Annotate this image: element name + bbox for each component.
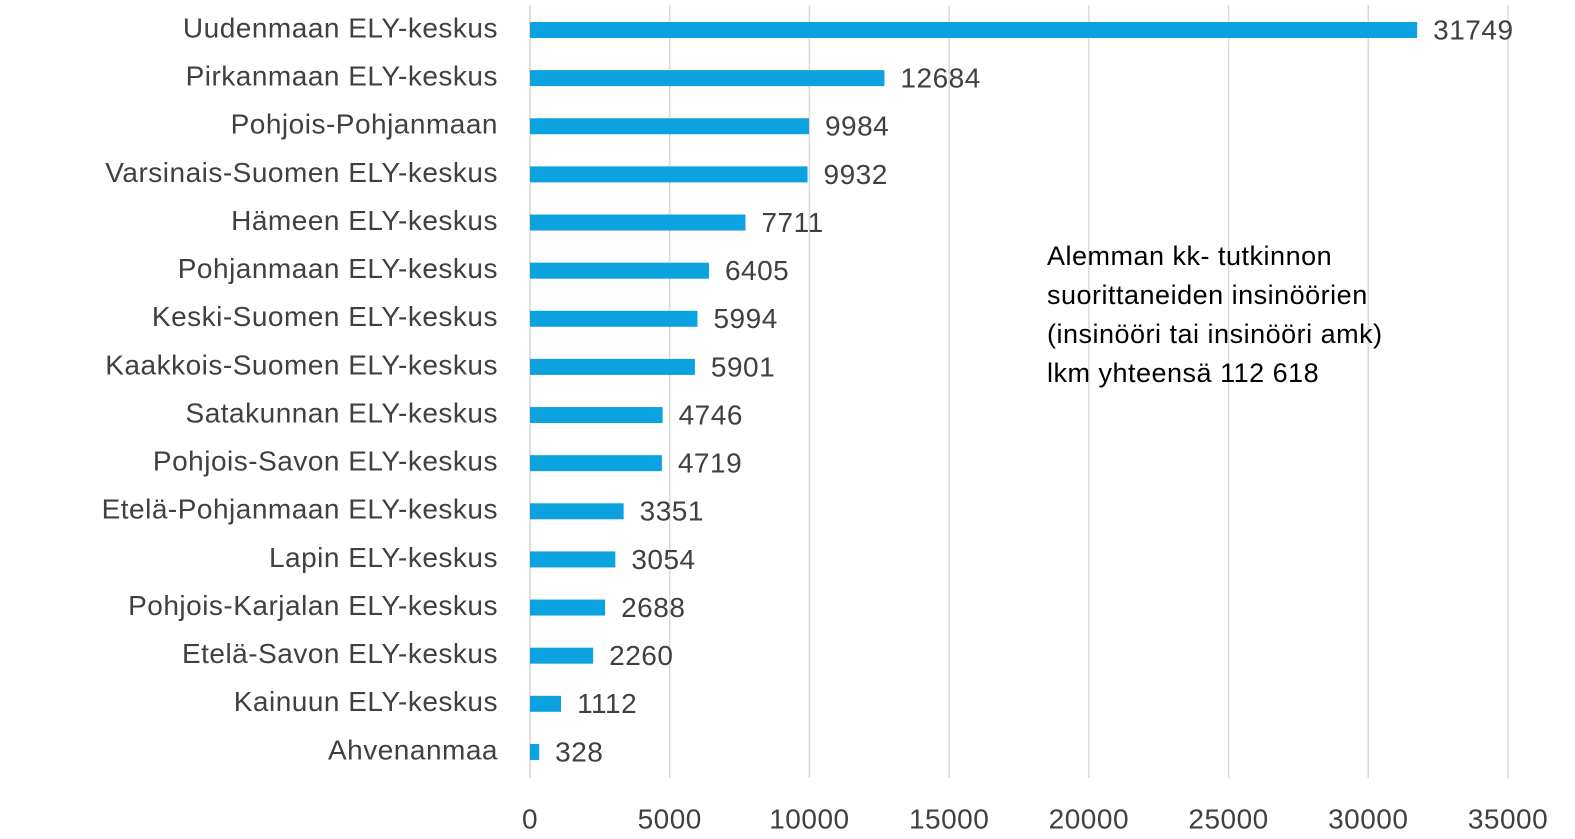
annotation: suorittaneiden insinöörien (1047, 280, 1368, 310)
data-label: 6405 (725, 255, 789, 286)
data-label: 4719 (678, 448, 742, 479)
y-tick-label: Kainuun ELY-keskus (234, 686, 498, 717)
y-tick-label: Lapin ELY-keskus (269, 542, 498, 573)
data-label: 4746 (679, 399, 743, 430)
y-tick-label: Pohjois-Karjalan ELY-keskus (128, 590, 498, 621)
x-tick-label: 35000 (1468, 803, 1548, 834)
bar (530, 310, 698, 327)
y-tick-label: Uudenmaan ELY-keskus (183, 12, 498, 43)
bar (530, 647, 594, 664)
data-label: 1112 (577, 688, 637, 719)
data-label: 9932 (824, 159, 888, 190)
y-tick-label: Ahvenanmaa (328, 734, 498, 765)
data-label: 5994 (713, 303, 777, 334)
bar (530, 503, 624, 520)
data-label: 7711 (761, 207, 823, 238)
data-label: 12684 (900, 63, 980, 94)
y-tick-label: Pohjois-Pohjanmaan (231, 109, 498, 140)
x-tick-label: 20000 (1049, 803, 1129, 834)
annotation: (insinööri tai insinööri amk) (1047, 319, 1383, 349)
data-label: 3351 (640, 496, 704, 527)
y-tick-label: Hämeen ELY-keskus (231, 205, 498, 236)
annotation: lkm yhteensä 112 618 (1047, 358, 1319, 388)
bar (530, 262, 709, 279)
bar (530, 118, 809, 135)
data-label: 2260 (609, 640, 673, 671)
x-tick-label: 5000 (638, 803, 702, 834)
y-tick-label: Keski-Suomen ELY-keskus (152, 301, 498, 332)
bar (530, 455, 662, 472)
data-label: 328 (555, 736, 603, 767)
y-tick-label: Varsinais-Suomen ELY-keskus (105, 157, 498, 188)
bar (530, 599, 606, 616)
data-label: 9984 (825, 111, 889, 142)
data-label: 31749 (1433, 14, 1513, 45)
bar (530, 407, 663, 424)
bar (530, 70, 885, 87)
bar (530, 214, 746, 231)
data-label: 3054 (631, 544, 695, 575)
data-label: 2688 (621, 592, 685, 623)
y-tick-label: Etelä-Pohjanmaan ELY-keskus (102, 494, 498, 525)
x-tick-label: 0 (522, 803, 538, 834)
y-tick-label: Satakunnan ELY-keskus (186, 397, 498, 428)
bar (530, 358, 695, 375)
bar (530, 743, 540, 760)
bar (530, 551, 616, 568)
bar (530, 166, 808, 183)
bar (530, 22, 1418, 38)
bar (530, 695, 562, 712)
y-tick-label: Pirkanmaan ELY-keskus (186, 61, 498, 92)
x-tick-label: 15000 (909, 803, 989, 834)
y-tick-label: Kaakkois-Suomen ELY-keskus (105, 349, 498, 380)
x-tick-label: 30000 (1328, 803, 1408, 834)
data-label: 5901 (711, 351, 775, 382)
y-tick-label: Pohjois-Savon ELY-keskus (153, 446, 498, 477)
x-tick-label: 25000 (1188, 803, 1268, 834)
x-tick-label: 10000 (769, 803, 849, 834)
annotation: Alemman kk- tutkinnon (1047, 241, 1332, 271)
y-tick-label: Etelä-Savon ELY-keskus (182, 638, 498, 669)
y-tick-label: Pohjanmaan ELY-keskus (178, 253, 498, 284)
